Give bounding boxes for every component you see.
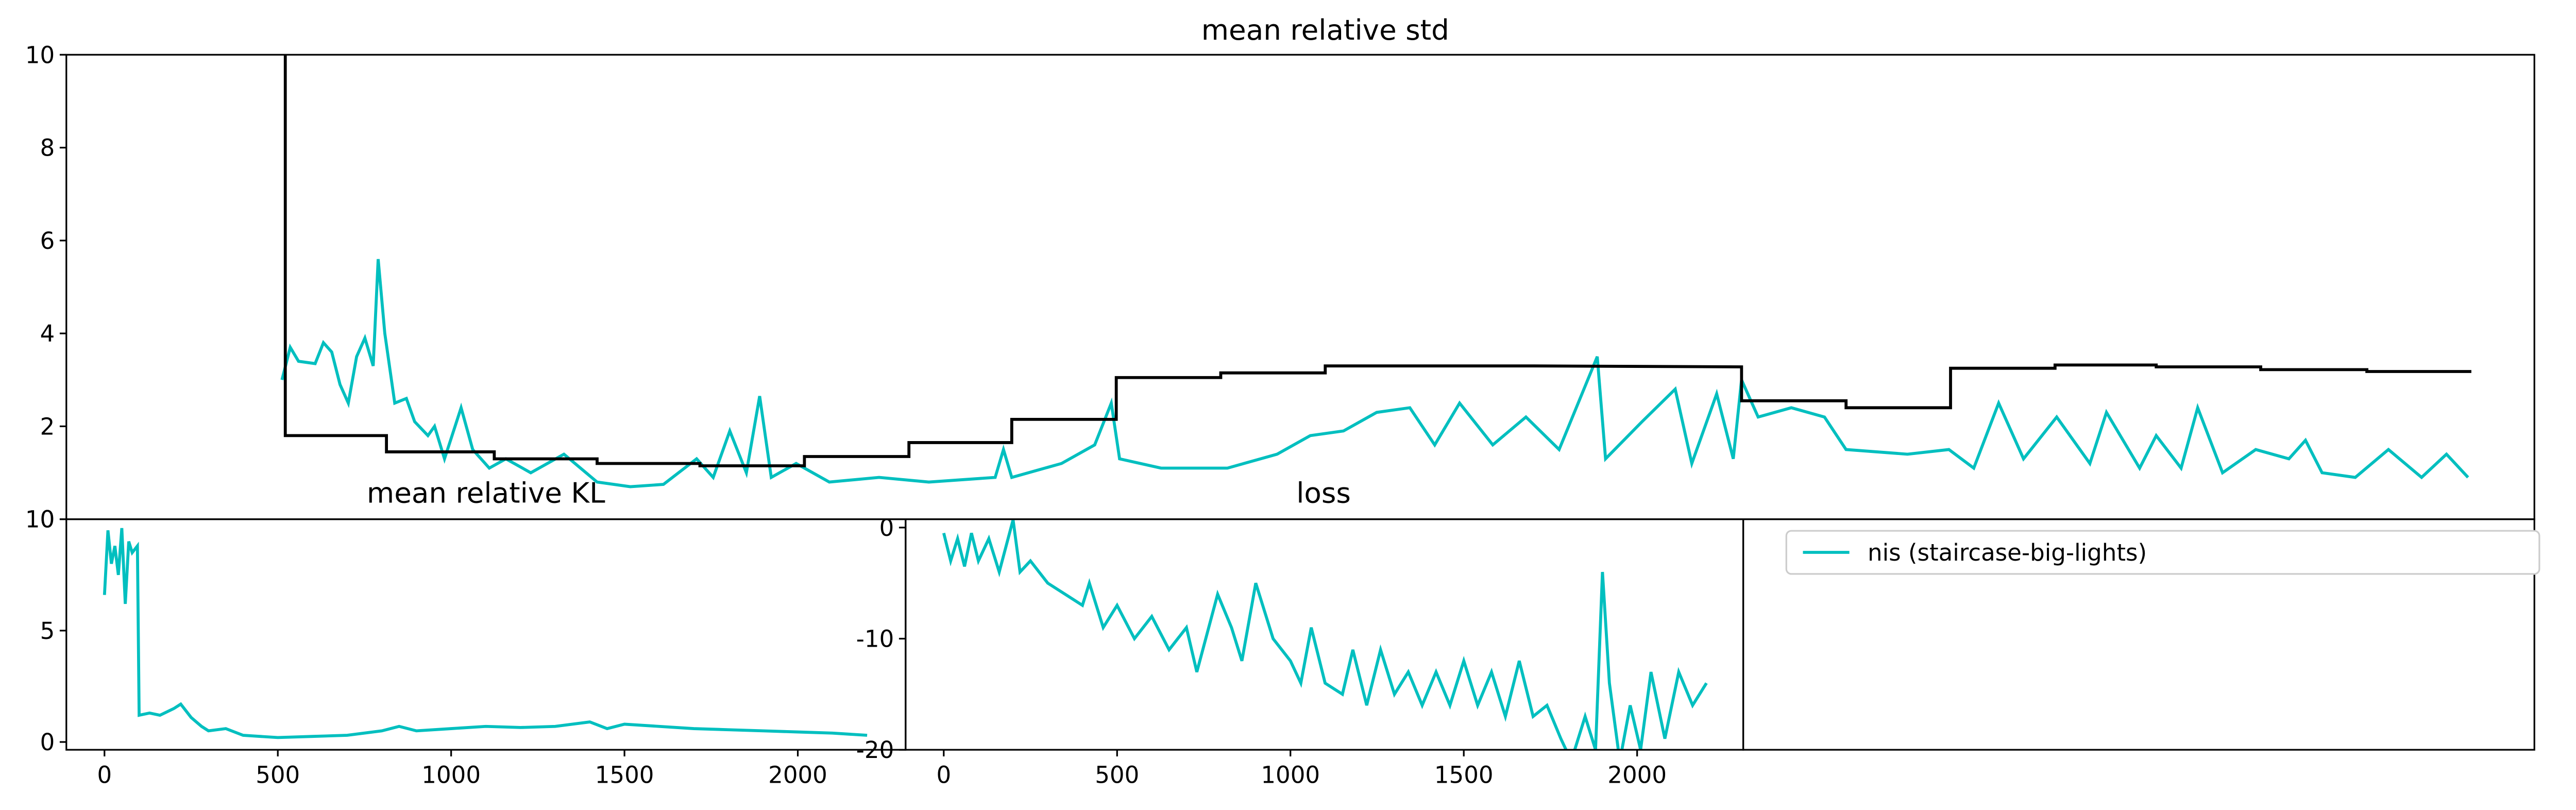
y-tick-label: 5: [40, 617, 55, 645]
x-tick-label: 1500: [1434, 762, 1494, 789]
y-tick-label: 2: [40, 413, 55, 440]
data-line: [942, 519, 1708, 750]
x-tick-label: 500: [256, 762, 300, 789]
y-tick-label: -20: [856, 736, 894, 764]
plot-area: [942, 519, 1708, 750]
x-tick-label: 0: [97, 762, 112, 789]
x-tick-label: 2000: [768, 762, 827, 789]
y-tick-label: 10: [25, 506, 55, 533]
x-tick-label: 1000: [421, 762, 481, 789]
x-tick-label: 0: [936, 762, 951, 789]
x-tick-label: 1000: [1261, 762, 1320, 789]
y-tick-label: 0: [40, 729, 55, 756]
axes-frame: [1742, 518, 2535, 751]
y-tick-label: 0: [40, 506, 55, 533]
x-tick-label: 2000: [1607, 762, 1667, 789]
x-tick-label: 500: [1095, 762, 1139, 789]
y-tick-label: 6: [40, 227, 55, 255]
chart-title: mean relative std: [1201, 13, 1449, 46]
y-tick-label: 8: [40, 134, 55, 162]
plot-area: [103, 528, 868, 739]
plot-area: [280, 55, 2471, 488]
chart-title: loss: [1296, 476, 1351, 509]
y-tick-label: 4: [40, 320, 55, 347]
legend-label: nis (staircase-big-lights): [1868, 539, 2147, 566]
chart-title: mean relative KL: [367, 476, 605, 509]
y-tick-label: 10: [25, 41, 55, 69]
data-line: [280, 259, 2469, 488]
x-tick-label: 1500: [595, 762, 654, 789]
y-tick-label: 0: [879, 514, 894, 542]
data-line: [283, 55, 2471, 467]
axes-frame: [65, 54, 2535, 520]
axes-frame: [65, 518, 907, 751]
data-line: [103, 528, 868, 739]
y-tick-label: -10: [856, 626, 894, 653]
axes-frame: [905, 518, 1744, 751]
legend-box: [1785, 530, 2540, 575]
